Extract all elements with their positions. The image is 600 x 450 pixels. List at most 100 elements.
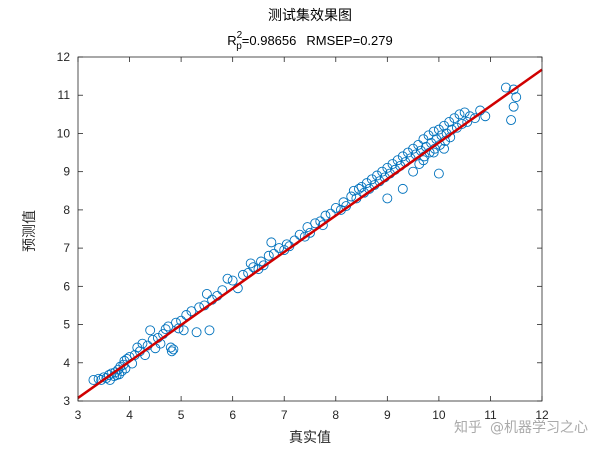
x-tick-label: 5: [178, 408, 185, 422]
data-point: [372, 170, 382, 181]
data-point: [248, 262, 259, 273]
data-point: [459, 107, 470, 118]
data-point: [317, 220, 328, 231]
data-point: [227, 275, 238, 286]
y-tick-label: 4: [63, 356, 70, 370]
data-point: [305, 227, 315, 238]
data-point: [222, 273, 233, 284]
data-point: [274, 243, 285, 254]
x-tick-label: 10: [432, 408, 446, 422]
x-tick-label: 12: [535, 408, 549, 422]
data-point: [408, 143, 419, 154]
x-tick-label: 6: [229, 408, 236, 422]
data-point: [354, 183, 364, 194]
y-tick-label: 5: [63, 318, 70, 332]
chart-title: 测试集效果图: [268, 7, 352, 24]
data-point: [428, 126, 439, 137]
y-tick-label: 11: [58, 88, 71, 102]
watermark-account: @机器学习之心: [490, 420, 588, 436]
x-tick-label: 4: [126, 408, 133, 422]
fit-line: [77, 68, 543, 399]
data-point: [470, 113, 480, 124]
x-tick-label: 3: [75, 408, 82, 422]
r-subscript: p: [236, 41, 242, 52]
data-point: [387, 159, 398, 169]
y-tick-label: 10: [57, 126, 71, 140]
r-value: =0.98656: [242, 33, 297, 48]
data-point: [408, 166, 419, 177]
data-point: [253, 264, 264, 275]
data-point: [348, 185, 359, 196]
data-point: [444, 117, 455, 127]
data-point: [181, 310, 192, 320]
data-point: [204, 325, 215, 336]
data-point: [310, 218, 321, 229]
data-point: [439, 143, 449, 154]
data-point: [508, 101, 519, 112]
data-point: [294, 229, 305, 240]
rmsep-value: RMSEP=0.279: [306, 33, 392, 48]
data-point: [397, 183, 408, 194]
y-tick-label: 6: [63, 279, 70, 293]
y-axis-label: 预测值: [22, 210, 38, 252]
data-point: [173, 323, 184, 334]
data-point: [160, 324, 171, 335]
plot-area: 3 4 5 6 7 8 9 10 11 12 3 4 5 6 7 8 9 10 11 12: [57, 50, 549, 422]
y-tick-label: 9: [63, 165, 70, 179]
data-point: [423, 130, 434, 141]
data-point: [258, 260, 269, 271]
data-point: [418, 155, 429, 166]
r-superscript: 2: [237, 30, 243, 41]
data-point: [511, 92, 522, 103]
data-point: [356, 182, 367, 192]
data-point: [266, 237, 277, 248]
r-symbol: R: [227, 33, 236, 48]
data-point: [428, 147, 439, 158]
data-point: [165, 342, 176, 353]
data-point: [439, 120, 449, 131]
data-point: [382, 193, 393, 204]
data-point: [299, 231, 310, 242]
data-point: [382, 162, 393, 173]
data-point: [480, 111, 491, 122]
x-tick-label: 11: [484, 408, 497, 422]
data-point: [413, 139, 424, 150]
data-point: [377, 166, 388, 177]
data-point: [168, 344, 179, 355]
y-tick-label: 8: [63, 203, 70, 217]
data-point: [103, 370, 114, 380]
watermark: 知乎 @机器学习之心: [454, 419, 588, 436]
data-point: [454, 109, 465, 120]
y-tick-label: 3: [63, 394, 70, 408]
data-point: [201, 289, 212, 299]
data-point: [263, 250, 274, 261]
data-point: [500, 82, 511, 93]
x-tick-label: 8: [332, 408, 339, 422]
watermark-site: 知乎: [454, 419, 482, 436]
y-tick-label: 7: [63, 241, 70, 255]
data-point: [137, 338, 148, 349]
data-point: [462, 117, 473, 127]
data-point: [178, 325, 189, 336]
data-point: [433, 168, 444, 179]
data-point: [397, 151, 408, 162]
y-tick-label: 12: [57, 50, 71, 64]
data-point: [88, 375, 99, 385]
data-point: [238, 269, 248, 280]
data-point: [191, 327, 202, 338]
data-point: [302, 222, 313, 233]
data-point: [433, 124, 444, 135]
x-tick-label: 7: [281, 408, 288, 422]
data-point: [508, 84, 519, 95]
data-point: [506, 115, 517, 126]
data-point: [330, 203, 341, 213]
data-point: [166, 346, 177, 357]
data-point: [449, 113, 460, 124]
data-point: [163, 321, 174, 332]
data-point: [403, 147, 413, 158]
chart-subtitle: R2 p=0.98656 RMSEP=0.279: [227, 30, 392, 52]
data-point: [361, 178, 372, 189]
data-point: [418, 134, 429, 145]
x-tick-label: 9: [384, 408, 391, 422]
